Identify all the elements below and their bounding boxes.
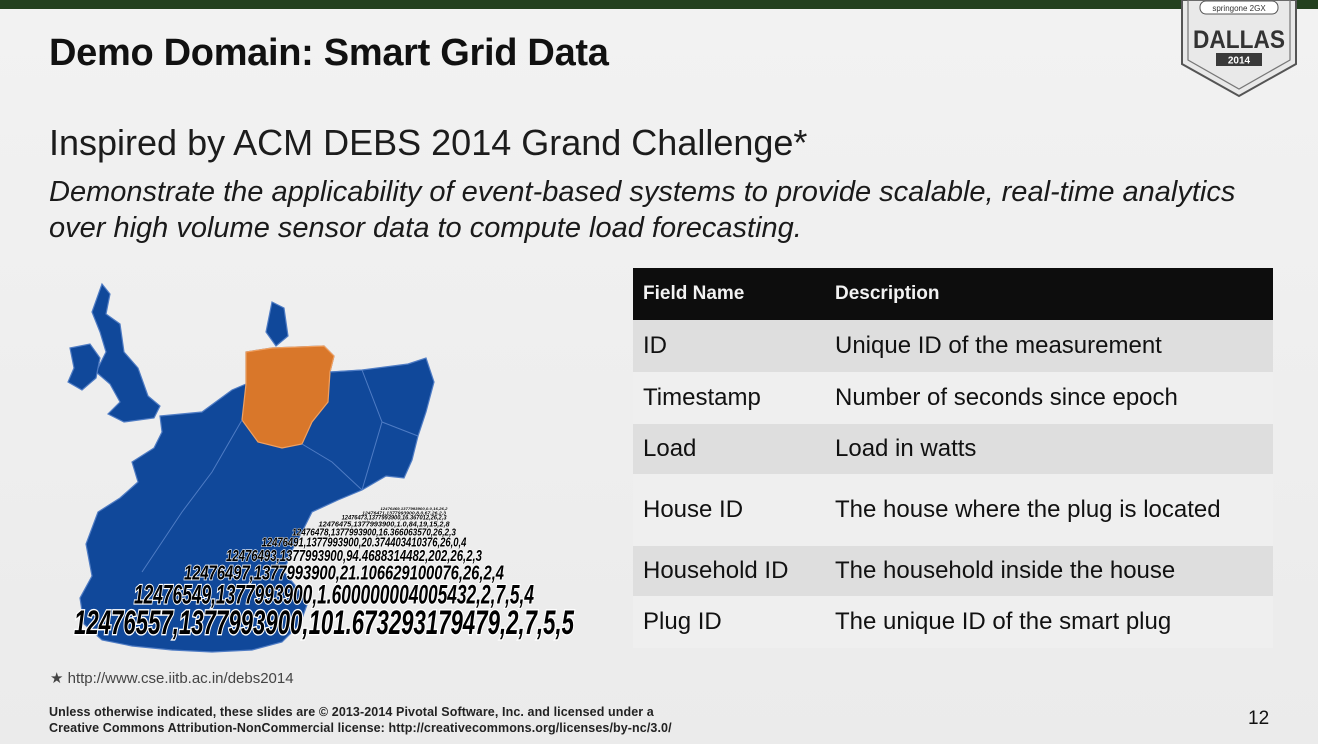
data-stream-line: 12476475,1377993900,1.0,84,19,15,2,8 bbox=[319, 520, 451, 529]
field-description-cell: Unique ID of the measurement bbox=[825, 320, 1273, 372]
footnote-link[interactable]: http://www.cse.iitb.ac.in/debs2014 bbox=[67, 670, 294, 687]
license-line-2: Creative Commons Attribution-NonCommerci… bbox=[49, 721, 672, 735]
star-icon: ★ bbox=[50, 670, 64, 687]
page-number: 12 bbox=[1248, 708, 1270, 729]
springone-dallas-badge: springone 2GX DALLAS 2014 bbox=[1181, 0, 1297, 98]
data-stream-line: 12476469,1377993900,0.0,16,26,2 bbox=[380, 507, 447, 511]
table-row: Household ID The household inside the ho… bbox=[633, 546, 1273, 596]
table-header-row: Field Name Description bbox=[633, 268, 1273, 320]
footnote: ★ http://www.cse.iitb.ac.in/debs2014 bbox=[50, 669, 294, 687]
data-stream-line: 12476473,1377993900,16.367012,26,2,3 bbox=[342, 516, 448, 522]
data-stream-line: 12476493,1377993900,94.4688314482,202,26… bbox=[226, 547, 482, 565]
field-name-cell: Household ID bbox=[633, 546, 825, 596]
license-text: Unless otherwise indicated, these slides… bbox=[49, 704, 849, 736]
slide-subtitle: Inspired by ACM DEBS 2014 Grand Challeng… bbox=[49, 122, 808, 163]
table-row: Plug ID The unique ID of the smart plug bbox=[633, 596, 1273, 648]
field-name-cell: ID bbox=[633, 320, 825, 372]
field-description-cell: Load in watts bbox=[825, 424, 1273, 474]
field-description-cell: The house where the plug is located bbox=[825, 474, 1273, 546]
data-stream-line: 12476549,1377993900,1.600000004005432,2,… bbox=[134, 580, 534, 610]
data-stream-line: 12476471,1377993900,8.0,67,26,2,3 bbox=[362, 510, 446, 515]
slide-description: Demonstrate the applicability of event-b… bbox=[49, 176, 1236, 244]
table-row: ID Unique ID of the measurement bbox=[633, 320, 1273, 372]
data-stream-line: 12476557,1377993900,101.673293179479,2,7… bbox=[74, 604, 575, 642]
license-line-1: Unless otherwise indicated, these slides… bbox=[49, 705, 654, 719]
field-name-cell: Load bbox=[633, 424, 825, 474]
badge-city-text: DALLAS bbox=[1193, 26, 1285, 54]
data-stream-line: 12476497,1377993900,21.106629100076,26,2… bbox=[184, 562, 504, 585]
table-row: Load Load in watts bbox=[633, 424, 1273, 474]
field-description-cell: The household inside the house bbox=[825, 546, 1273, 596]
data-stream-line: 12476478,1377993900,16.366063570,26,2,3 bbox=[292, 527, 456, 538]
badge-year-text: 2014 bbox=[1228, 56, 1251, 67]
top-bar bbox=[0, 0, 1318, 9]
badge-top-text: springone 2GX bbox=[1212, 4, 1266, 13]
field-table: Field Name Description ID Unique ID of t… bbox=[633, 268, 1273, 648]
data-stream-line: 12476491,1377993900,20.374403410376,26,0… bbox=[262, 536, 467, 550]
header-field-name: Field Name bbox=[633, 268, 825, 320]
table-row: House ID The house where the plug is loc… bbox=[633, 474, 1273, 546]
header-description: Description bbox=[825, 268, 1273, 320]
europe-data-map: 12476557,1377993900,101.673293179479,2,7… bbox=[67, 282, 576, 653]
field-name-cell: House ID bbox=[633, 474, 825, 546]
field-name-cell: Plug ID bbox=[633, 596, 825, 648]
table-row: Timestamp Number of seconds since epoch bbox=[633, 372, 1273, 424]
slide-title: Demo Domain: Smart Grid Data bbox=[49, 32, 609, 74]
field-description-cell: Number of seconds since epoch bbox=[825, 372, 1273, 424]
field-description-cell: The unique ID of the smart plug bbox=[825, 596, 1273, 648]
field-name-cell: Timestamp bbox=[633, 372, 825, 424]
